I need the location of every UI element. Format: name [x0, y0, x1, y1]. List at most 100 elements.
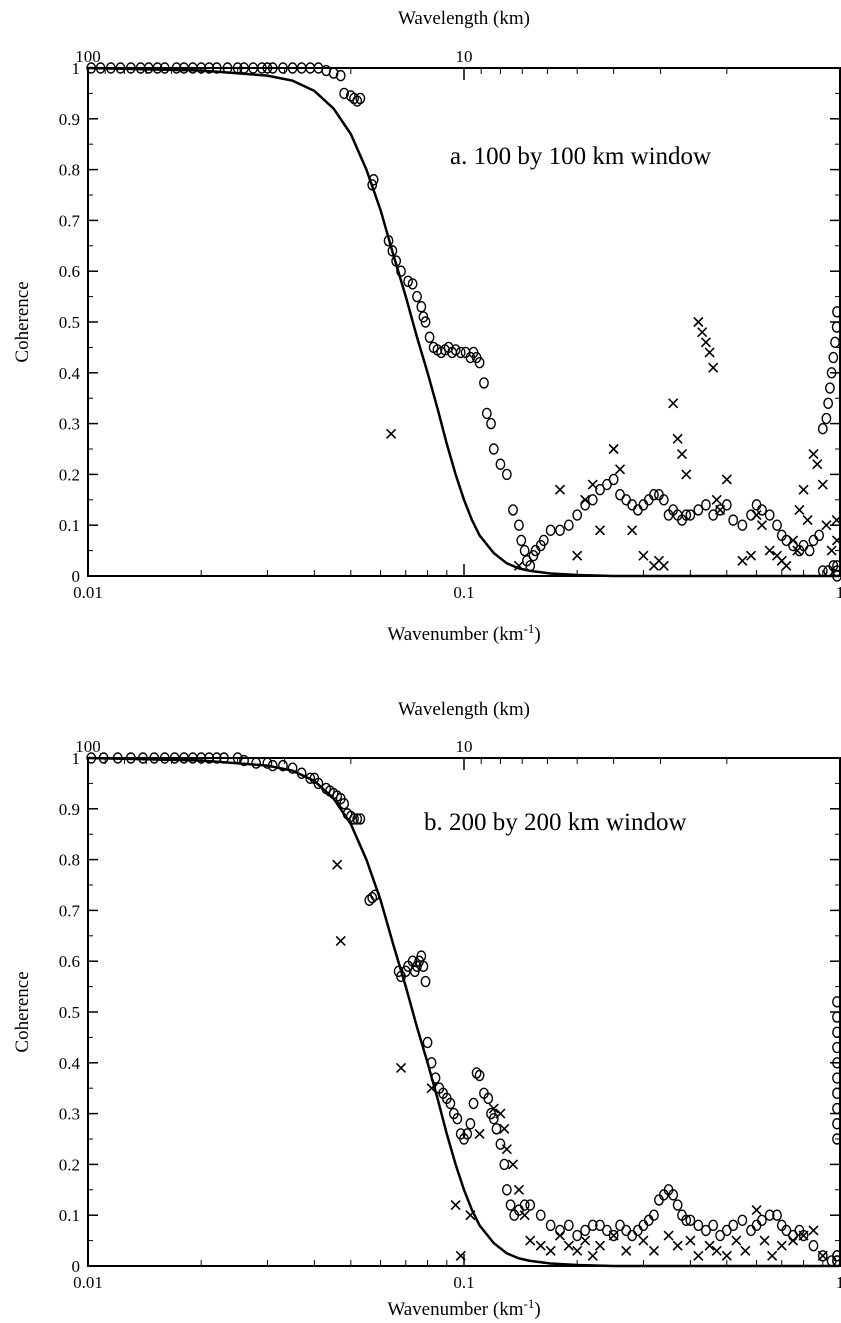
y-tick-label: 1	[72, 749, 81, 768]
circle-point	[668, 1189, 679, 1201]
circle-point	[832, 1087, 841, 1099]
circle-point	[204, 752, 215, 764]
circle-point	[615, 489, 625, 501]
circle-point	[211, 752, 222, 764]
circle-point	[488, 443, 499, 455]
x-axis-title-sup: -1	[524, 621, 535, 636]
circle-point	[339, 87, 350, 100]
circle-point	[817, 1250, 828, 1262]
x-tick-label: 1	[836, 583, 841, 602]
circle-point	[632, 504, 643, 516]
circle-point	[465, 1118, 476, 1130]
circle-point	[222, 62, 233, 74]
cross-point	[507, 1159, 519, 1170]
circle-point	[278, 62, 288, 74]
circle-point	[125, 752, 136, 764]
circle-point	[169, 752, 180, 764]
circle-point	[481, 407, 492, 420]
circle-point	[296, 767, 307, 779]
circle-point	[391, 255, 402, 267]
y-tick-label: 0	[72, 1257, 81, 1276]
circle-point	[608, 473, 619, 486]
cross-point	[513, 1184, 525, 1195]
cross-point	[554, 484, 566, 495]
circle-point	[595, 1219, 605, 1232]
circle-point	[621, 1224, 632, 1237]
y-tick-label: 0.1	[59, 516, 80, 535]
cross-point	[395, 1062, 407, 1073]
y-tick-label: 0.7	[59, 211, 81, 230]
y-tick-label: 0.4	[59, 1054, 81, 1073]
cross-point	[781, 560, 792, 571]
y-tick-label: 0.8	[59, 851, 80, 870]
cross-point	[535, 1240, 546, 1251]
circle-point	[693, 504, 704, 516]
cross-point	[798, 1230, 809, 1241]
circle-point	[483, 1092, 494, 1105]
circle-point	[445, 1097, 456, 1110]
circle-point	[832, 1255, 841, 1267]
circle-point	[535, 1209, 546, 1221]
circle-point	[387, 245, 398, 257]
y-tick-label: 0.7	[59, 901, 81, 920]
circle-point	[474, 356, 485, 369]
circle-point	[804, 544, 815, 557]
cross-point	[663, 1230, 674, 1241]
cross-point	[759, 1235, 770, 1246]
cross-point	[580, 494, 591, 505]
circle-point	[824, 382, 835, 394]
x-tick-label: 0.1	[453, 1273, 474, 1292]
cross-point	[658, 560, 669, 571]
circle-point	[495, 1138, 506, 1150]
circle-point	[627, 499, 638, 511]
y-tick-label: 0.6	[59, 952, 80, 971]
markers-layer	[86, 752, 841, 1267]
circle-point	[681, 1214, 692, 1226]
circle-point	[95, 62, 106, 74]
top-axis-title: Wavelength (km)	[398, 8, 530, 29]
cross-point	[572, 1245, 583, 1256]
cross-point	[756, 520, 768, 531]
circle-point	[821, 412, 832, 425]
cross-point	[648, 1245, 660, 1256]
circle-point	[422, 1036, 433, 1049]
circle-point	[262, 62, 273, 74]
circle-point	[751, 1219, 762, 1232]
x2-tick-label: 100	[75, 47, 101, 66]
y-tick-label: 0.1	[59, 1206, 80, 1225]
circle-point	[685, 509, 696, 521]
cross-point	[580, 1235, 591, 1246]
circle-point	[602, 1224, 612, 1237]
circle-point	[751, 499, 762, 511]
ticks-layer: 00.10.20.30.40.50.60.70.80.910.01 0.1 1100…	[59, 737, 841, 1292]
x2-tick-label: 100	[75, 737, 101, 756]
top-axis-title: Wavelength (km)	[398, 699, 530, 720]
circle-point	[367, 892, 378, 904]
cross-point	[764, 545, 775, 556]
circle-point	[262, 757, 273, 769]
cross-point	[386, 428, 397, 439]
circle-point	[239, 754, 249, 767]
cross-point	[751, 1205, 762, 1216]
circle-point	[746, 509, 756, 521]
circle-point	[149, 752, 160, 764]
circle-point	[152, 62, 163, 74]
x-axis-title: Wavenumber (km-1)	[387, 1296, 540, 1321]
circle-point	[701, 1224, 711, 1237]
circle-point	[538, 534, 549, 547]
circle-point	[416, 301, 427, 313]
x-axis-title-main: Wavenumber (km	[387, 624, 523, 645]
circle-point	[267, 759, 278, 772]
cross-point	[787, 1235, 799, 1246]
x-axis-title-main: Wavenumber (km	[387, 1299, 523, 1320]
cross-point	[488, 1103, 499, 1114]
cross-point	[808, 1225, 819, 1236]
circle-point	[830, 336, 840, 349]
cross-point	[608, 1230, 619, 1241]
circle-point	[355, 813, 366, 825]
circle-point	[403, 275, 413, 288]
circle-point	[587, 494, 598, 506]
y-tick-label: 0	[72, 567, 81, 586]
cross-point	[794, 504, 805, 516]
